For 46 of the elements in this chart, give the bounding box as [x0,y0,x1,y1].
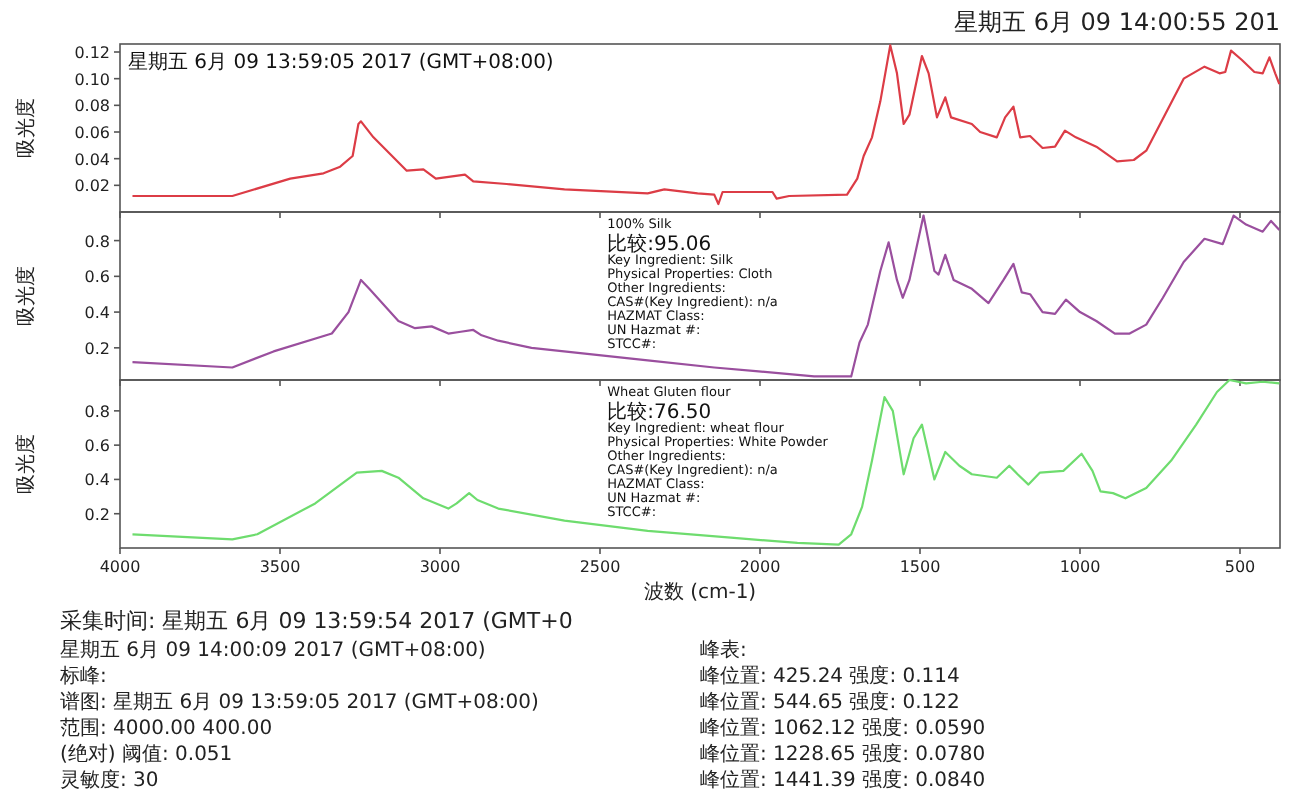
text: 峰位置: 1228.65 强度: 0.0780 [700,742,986,766]
text: 谱图: 星期五 6月 09 13:59:05 2017 (GMT+08:00) [60,690,539,714]
y-tick-label: 0.6 [84,437,110,456]
y-tick-label: 0.8 [84,232,110,251]
y-axis-title: 吸光度 [14,98,38,158]
text: (绝对) 阈值: 0.051 [60,742,233,766]
y-axis-title: 吸光度 [14,434,38,494]
annotation: 比较:76.50 [607,400,712,424]
y-tick-label: 0.2 [84,505,110,524]
y-tick-label: 0.12 [74,44,110,62]
y-tick-label: 0.10 [74,70,110,89]
annotation: 比较:95.06 [607,232,712,256]
y-tick-label: 0.08 [74,97,110,116]
text: 范围: 4000.00 400.00 [60,716,273,740]
text: 灵敏度: 30 [60,768,159,792]
text: 标峰: [58,664,107,688]
x-axis-title: 波数 (cm-1) [643,580,757,604]
x-tick-label: 1000 [1059,558,1101,576]
y-tick-label: 0.04 [74,150,110,169]
x-tick-label: 2000 [739,558,781,576]
text: 峰位置: 425.24 强度: 0.114 [700,664,960,688]
y-tick-label: 0.4 [84,304,110,323]
text: 峰位置: 544.65 强度: 0.122 [700,690,960,714]
y-tick-label: 0.02 [74,177,110,196]
annotation: 星期五 6月 09 13:59:05 2017 (GMT+08:00) [128,50,554,74]
x-tick-label: 3000 [419,558,461,576]
text: 采集时间: 星期五 6月 09 13:59:54 2017 (GMT+0 [60,608,573,634]
y-tick-label: 0.06 [74,124,110,142]
text: 星期五 6月 09 14:00:09 2017 (GMT+08:00) [60,638,486,662]
y-tick-label: 0.4 [84,471,110,490]
x-tick-label: 2500 [579,558,621,576]
line-series [131,378,1281,546]
text: 峰位置: 1441.39 强度: 0.0840 [700,768,986,792]
chart-title: 星期五 6月 09 14:00:55 201 [954,8,1280,36]
line-series [131,44,1281,206]
text: 峰表: [700,638,747,662]
x-tick-label: 4000 [99,558,141,576]
y-tick-label: 0.2 [84,339,110,358]
y-axis-title: 吸光度 [14,266,38,326]
x-tick-label: 3500 [259,558,301,576]
line-series [131,214,1281,378]
x-tick-label: 500 [1224,558,1256,576]
x-tick-label: 1500 [899,558,941,576]
y-tick-label: 0.6 [84,268,110,287]
text: 峰位置: 1062.12 强度: 0.0590 [700,716,986,740]
y-tick-label: 0.8 [84,402,110,421]
